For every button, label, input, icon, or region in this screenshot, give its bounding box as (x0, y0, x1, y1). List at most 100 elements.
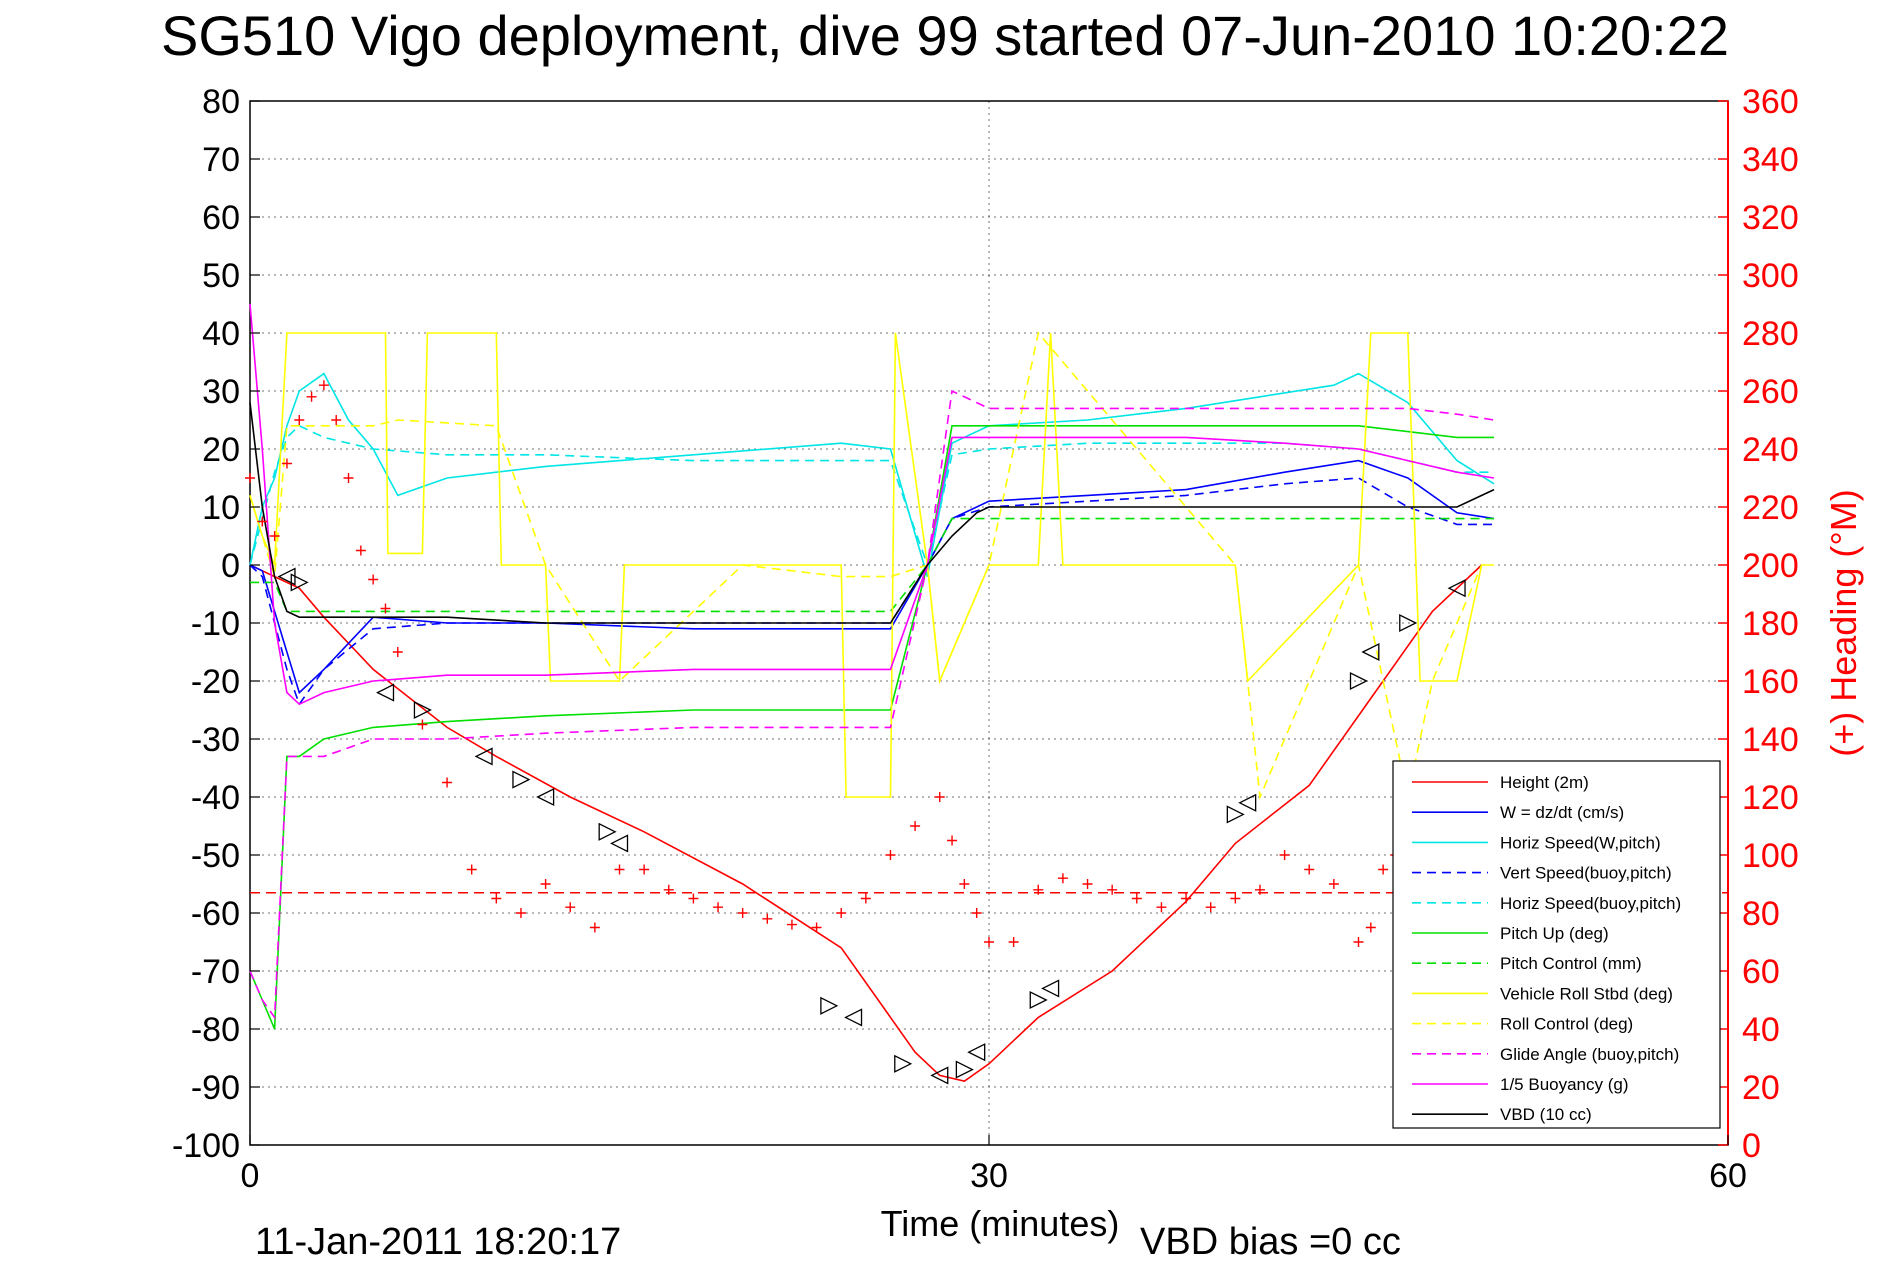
heading-point (565, 902, 576, 913)
heading-point (1353, 937, 1364, 947)
y2-tick-label: 140 (1742, 721, 1799, 759)
y-tick-label: 50 (202, 257, 240, 295)
series-1-5-buoyancy-g (249, 303, 1495, 706)
x-axis-label: Time (minutes) (881, 1203, 1120, 1244)
legend-label: Vert Speed(buoy,pitch) (1500, 864, 1672, 883)
heading-point (589, 922, 600, 933)
triangle-marker (894, 1054, 913, 1073)
heading-point (417, 719, 428, 730)
heading-point (1279, 850, 1290, 860)
y2-tick-label: 260 (1742, 373, 1799, 411)
y-tick-label: 30 (202, 373, 240, 411)
footer-timestamp: 11-Jan-2011 18:20:17 (255, 1221, 621, 1262)
heading-point (934, 792, 945, 802)
y-tick-label: 10 (202, 489, 240, 527)
triangle-marker (1029, 990, 1048, 1010)
left-axis-ticks: 80 70 60 50 40 30 20 10 0 -10 -20 -30 -40 -50 -60 -70 -8… (172, 83, 260, 1165)
heading-point (245, 473, 255, 483)
heading-point (318, 380, 329, 391)
heading-point (466, 864, 477, 875)
series-horiz-speed-w-pitch (249, 372, 1495, 577)
y-tick-label: -30 (191, 721, 240, 759)
y2-tick-label: 160 (1742, 663, 1799, 701)
heading-point (1082, 879, 1093, 889)
y-tick-label: 20 (202, 431, 240, 469)
series-vbd-10-cc (249, 402, 1495, 624)
heading-point (1254, 884, 1265, 895)
right-axis-ticks: 3603403203002802602402202001801601401201… (1718, 83, 1799, 1165)
triangle-marker (536, 787, 555, 807)
heading-point (786, 919, 797, 930)
y2-tick-label: 280 (1742, 315, 1799, 353)
y2-tick-label: 340 (1742, 141, 1799, 179)
heading-point (1057, 873, 1068, 884)
heading-point (1365, 922, 1376, 933)
chart-title: SG510 Vigo deployment, dive 99 started 0… (161, 4, 1729, 67)
heading-point (331, 415, 342, 425)
heading-point (1304, 864, 1315, 875)
triangle-marker (844, 1008, 863, 1027)
heading-point (713, 902, 724, 913)
y-tick-label: 0 (221, 547, 240, 585)
triangle-marker (1399, 613, 1418, 633)
triangle-marker (1041, 979, 1060, 998)
y-tick-label: -70 (191, 953, 240, 991)
heading-point (1328, 879, 1339, 889)
y2-tick-label: 100 (1742, 837, 1799, 875)
heading-point (1230, 893, 1241, 904)
y-tick-label: 40 (202, 315, 240, 353)
y2-tick-label: 220 (1742, 489, 1799, 527)
y-tick-label: -20 (191, 663, 240, 701)
triangle-marker (1447, 579, 1466, 598)
y-tick-label: -90 (191, 1069, 240, 1107)
heading-point (811, 922, 822, 933)
heading-point (1156, 902, 1167, 913)
heading-point (306, 391, 317, 402)
heading-point (860, 893, 871, 904)
series-glide-angle-buoy-pitch (249, 389, 1495, 1020)
legend-label: Roll Control (deg) (1500, 1015, 1633, 1034)
triangle-marker (967, 1043, 986, 1062)
heading-point (885, 850, 896, 860)
x-tick-label: 60 (1709, 1157, 1747, 1195)
heading-point (1008, 937, 1019, 947)
series-roll-control-deg (249, 331, 1483, 801)
heading-point (947, 835, 958, 846)
y-tick-label: -60 (191, 895, 240, 933)
heading-point (737, 908, 748, 918)
triangle-marker (1238, 793, 1257, 812)
heading-point (257, 516, 268, 527)
x-axis-ticks: 0 30 60 (241, 1135, 1747, 1195)
y2-tick-label: 60 (1742, 953, 1780, 991)
legend-box (1392, 760, 1721, 1129)
y2-tick-label: 320 (1742, 199, 1799, 237)
y2-tick-label: 120 (1742, 779, 1799, 817)
legend-label: Horiz Speed(W,pitch) (1500, 833, 1661, 852)
y-tick-label: -80 (191, 1011, 240, 1049)
triangle-marker (1226, 805, 1245, 824)
y2-tick-label: 300 (1742, 257, 1799, 295)
y-tick-label: 70 (202, 141, 240, 179)
triangle-markers (277, 567, 1466, 1085)
heading-point (1378, 864, 1389, 875)
heading-point (343, 473, 354, 483)
legend: Height (2m) W = dz/dt (cm/s) Horiz Speed(W… (1392, 760, 1721, 1129)
triangle-marker (1349, 671, 1368, 691)
legend-label: Glide Angle (buoy,pitch) (1500, 1045, 1679, 1064)
legend-label: Horiz Speed(buoy,pitch) (1500, 894, 1681, 913)
series-w-dz-dt-cm-s (249, 459, 1495, 695)
heading-point (663, 884, 674, 895)
heading-point (392, 647, 403, 657)
heading-point (614, 864, 625, 875)
series-vehicle-roll-stbd-deg (249, 332, 1494, 798)
triangle-marker (598, 822, 617, 841)
triangle-marker (474, 747, 493, 766)
triangle-marker (955, 1060, 974, 1079)
y-tick-label: -10 (191, 605, 240, 643)
y-tick-label: -40 (191, 779, 240, 817)
heading-point (380, 603, 391, 614)
legend-label: VBD (10 cc) (1500, 1105, 1592, 1124)
legend-label: 1/5 Buoyancy (g) (1500, 1075, 1629, 1094)
y2-tick-label: 80 (1742, 895, 1780, 933)
